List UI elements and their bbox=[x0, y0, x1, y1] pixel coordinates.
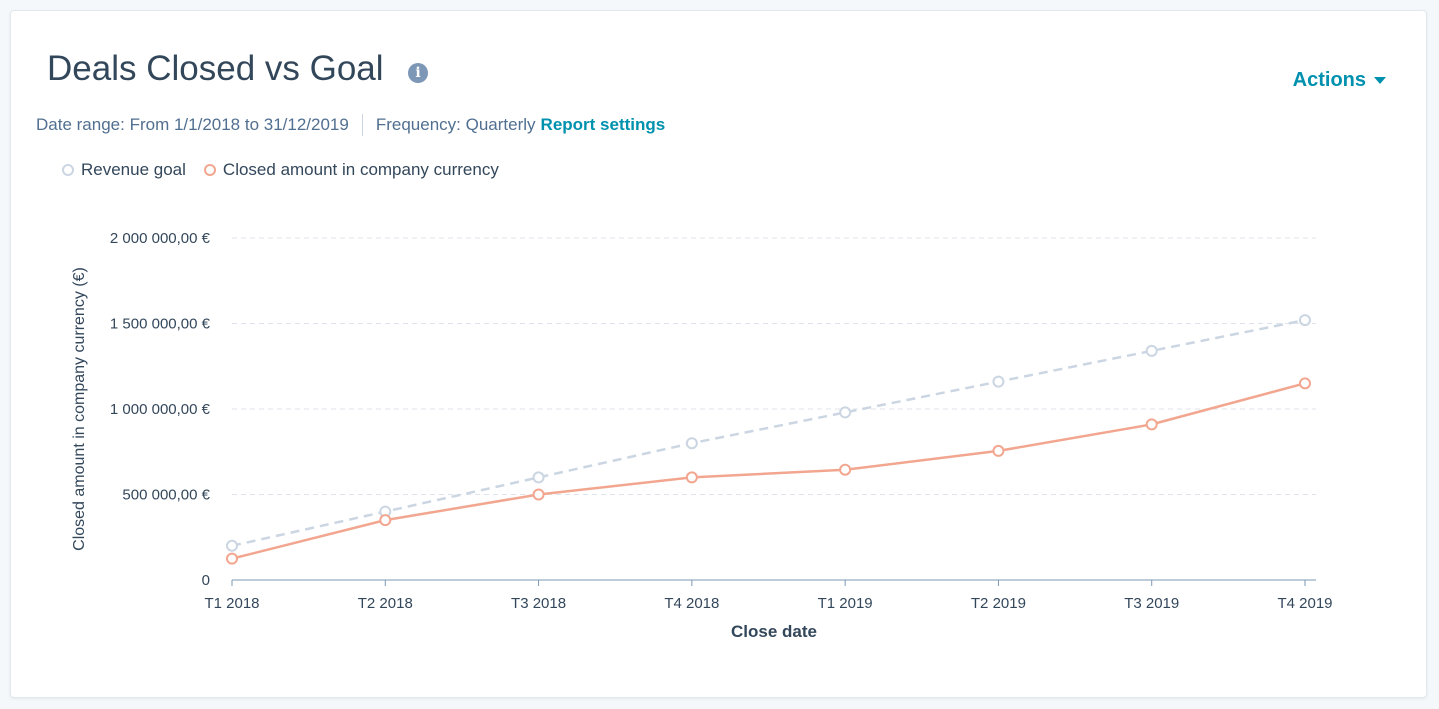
report-card: Deals Closed vs Goal i Actions bbox=[10, 10, 1427, 698]
data-point-revenue-goal bbox=[532, 471, 545, 484]
x-tick-label: T4 2018 bbox=[664, 595, 719, 612]
data-point-revenue-goal bbox=[1145, 344, 1158, 357]
actions-label: Actions bbox=[1292, 69, 1366, 91]
chart-legend: Revenue goal Closed amount in company cu… bbox=[62, 160, 517, 180]
meta-divider bbox=[361, 114, 363, 136]
actions-dropdown[interactable]: Actions bbox=[1293, 69, 1386, 92]
info-icon[interactable]: i bbox=[408, 63, 428, 83]
data-point-closed-amount bbox=[226, 552, 238, 565]
y-tick-label: 1 000 000,00 € bbox=[110, 401, 211, 418]
legend-label: Revenue goal bbox=[81, 160, 186, 179]
data-point-closed-amount bbox=[992, 444, 1005, 457]
data-point-revenue-goal bbox=[226, 539, 238, 552]
x-tick-label: T1 2018 bbox=[204, 595, 259, 612]
y-tick-label: 500 000,00 € bbox=[122, 487, 210, 504]
report-settings-link[interactable]: Report settings bbox=[540, 115, 666, 134]
data-point-closed-amount bbox=[685, 471, 698, 484]
data-point-revenue-goal bbox=[839, 406, 852, 419]
data-point-revenue-goal bbox=[685, 437, 698, 450]
data-point-closed-amount bbox=[379, 514, 392, 527]
page-title: Deals Closed vs Goal bbox=[47, 49, 384, 88]
y-axis-title: Closed amount in company currency (€) bbox=[71, 267, 88, 551]
legend-item-revenue-goal[interactable]: Revenue goal bbox=[62, 160, 186, 180]
caret-down-icon bbox=[1374, 77, 1386, 84]
x-tick-label: T1 2019 bbox=[818, 595, 873, 612]
report-meta: Date range: From 1/1/2018 to 31/12/2019 … bbox=[36, 114, 665, 136]
x-axis-title: Close date bbox=[731, 622, 817, 641]
y-tick-label: 2 000 000,00 € bbox=[110, 230, 211, 247]
data-point-closed-amount bbox=[1299, 377, 1311, 390]
y-tick-label: 1 500 000,00 € bbox=[110, 316, 211, 333]
x-tick-label: T3 2019 bbox=[1124, 595, 1179, 612]
date-range-label: Date range: bbox=[36, 115, 125, 134]
legend-item-closed-amount[interactable]: Closed amount in company currency bbox=[203, 160, 499, 180]
legend-marker-icon bbox=[203, 164, 216, 176]
series-line-revenue-goal bbox=[231, 318, 1306, 548]
data-point-revenue-goal bbox=[992, 375, 1005, 388]
x-tick-label: T4 2019 bbox=[1277, 595, 1332, 612]
data-point-closed-amount bbox=[532, 488, 545, 501]
x-tick-label: T2 2019 bbox=[971, 595, 1026, 612]
x-tick-label: T2 2018 bbox=[358, 595, 413, 612]
date-range-value: From 1/1/2018 to 31/12/2019 bbox=[129, 115, 349, 134]
series-line-closed-amount bbox=[231, 382, 1306, 560]
data-point-closed-amount bbox=[839, 463, 852, 476]
frequency-label: Frequency: bbox=[375, 115, 461, 134]
frequency-value: Quarterly bbox=[465, 115, 536, 134]
legend-label: Closed amount in company currency bbox=[222, 160, 499, 179]
y-tick-label: 0 bbox=[202, 572, 210, 589]
x-tick-label: T3 2018 bbox=[511, 595, 566, 612]
data-point-closed-amount bbox=[1145, 418, 1158, 431]
data-point-revenue-goal bbox=[1299, 314, 1311, 327]
legend-marker-icon bbox=[62, 164, 74, 176]
